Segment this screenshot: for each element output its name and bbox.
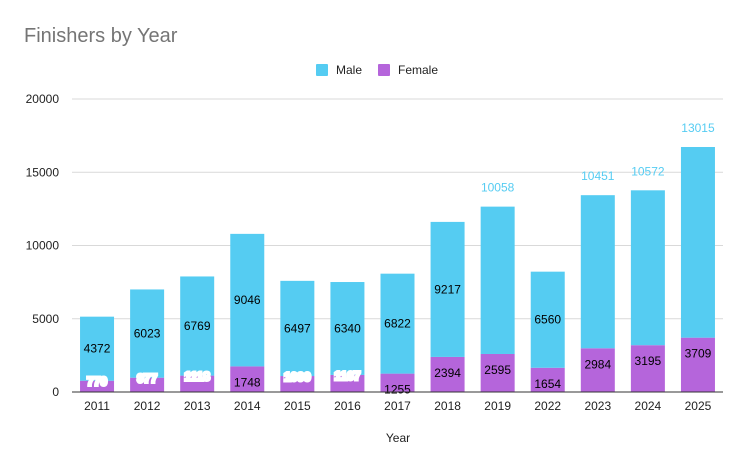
bar-female-2014 bbox=[230, 366, 265, 392]
bar-female-2015 bbox=[280, 376, 315, 392]
data-label-female-2018: 2394 bbox=[434, 366, 461, 380]
x-tick-label: 2011 bbox=[84, 399, 110, 413]
data-label-female-2019: 2595 bbox=[484, 363, 511, 377]
legend-swatch-female bbox=[378, 64, 390, 76]
x-tick-label: 2022 bbox=[534, 399, 561, 413]
data-label-male-2015: 6497 bbox=[284, 321, 311, 335]
bar-male-2017 bbox=[380, 273, 415, 374]
x-tick-label: 2014 bbox=[234, 399, 261, 413]
data-label-female-2014: 1748 bbox=[234, 375, 261, 389]
x-axis-title: Year bbox=[386, 431, 410, 445]
data-label-female-2022: 1654 bbox=[534, 377, 561, 391]
data-label-female-2012: 977 bbox=[137, 372, 157, 386]
bar-female-2017 bbox=[380, 373, 415, 392]
x-tick-label: 2019 bbox=[484, 399, 511, 413]
data-label-male-2016: 6340 bbox=[334, 321, 361, 335]
x-tick-label: 2016 bbox=[334, 399, 361, 413]
bar-female-2018 bbox=[430, 356, 465, 392]
x-tick-label: 2013 bbox=[184, 399, 211, 413]
legend: Male Female bbox=[316, 63, 438, 77]
legend-label-male: Male bbox=[336, 63, 362, 77]
x-tick-label: 2018 bbox=[434, 399, 461, 413]
chart-title: Finishers by Year bbox=[24, 25, 178, 47]
bar-female-2016 bbox=[330, 374, 365, 392]
data-label-male-2017: 6822 bbox=[384, 317, 411, 331]
bar-female-2022 bbox=[530, 367, 565, 392]
bar-female-2012 bbox=[130, 377, 165, 392]
data-label-female-2023: 2984 bbox=[584, 357, 611, 371]
legend-swatch-male bbox=[316, 64, 328, 76]
bar-male-2014 bbox=[230, 233, 265, 367]
x-tick-label: 2012 bbox=[134, 399, 161, 413]
data-label-male-2013: 6769 bbox=[184, 319, 211, 333]
bar-female-2024 bbox=[630, 345, 665, 392]
data-label-male-2019: 10058 bbox=[481, 181, 515, 195]
bar-female-2023 bbox=[580, 348, 615, 392]
data-label-female-2024: 3195 bbox=[635, 354, 662, 368]
bar-male-2022 bbox=[530, 271, 565, 368]
y-axis-ticks: 0 5000 10000 15000 20000 bbox=[26, 92, 60, 399]
data-label-female-2013: 1118 bbox=[185, 370, 211, 384]
x-tick-label: 2025 bbox=[685, 399, 712, 413]
data-label-female-2016: 1167 bbox=[334, 369, 360, 383]
legend-label-female: Female bbox=[398, 63, 438, 77]
data-label-female-2011: 770 bbox=[87, 375, 107, 389]
data-label-male-2025: 13015 bbox=[681, 121, 715, 135]
bar-male-2011 bbox=[80, 316, 115, 381]
data-label-male-2012: 6023 bbox=[134, 327, 161, 341]
bar-female-2013 bbox=[180, 375, 215, 392]
x-axis-ticks: 2011 2012 2013 2014 2015 2016 2017 2018 2019 2022… bbox=[84, 399, 711, 413]
bar-male-2019 bbox=[480, 206, 515, 354]
x-tick-label: 2024 bbox=[635, 399, 662, 413]
bar-male-2012 bbox=[130, 289, 165, 378]
bar-male-2016 bbox=[330, 282, 365, 375]
y-tick-label: 5000 bbox=[32, 312, 59, 326]
bar-male-2018 bbox=[430, 221, 465, 357]
bar-male-2013 bbox=[180, 276, 215, 376]
data-label-female-2017: 1255 bbox=[384, 383, 411, 397]
data-label-male-2018: 9217 bbox=[434, 282, 461, 296]
x-tick-label: 2023 bbox=[584, 399, 611, 413]
bar-male-2025 bbox=[680, 146, 715, 338]
bar-female-2019 bbox=[480, 353, 515, 392]
bar-female-2025 bbox=[680, 337, 715, 392]
data-label-male-2024: 10572 bbox=[631, 164, 665, 178]
data-label-female-2015: 1090 bbox=[284, 370, 311, 384]
data-label-male-2014: 9046 bbox=[234, 293, 261, 307]
data-label-male-2011: 4372 bbox=[84, 342, 111, 356]
bar-female-2011 bbox=[80, 380, 115, 392]
data-label-male-2022: 6560 bbox=[534, 313, 561, 327]
bar-male-2023 bbox=[580, 195, 615, 349]
x-tick-label: 2017 bbox=[384, 399, 411, 413]
y-tick-label: 0 bbox=[52, 385, 59, 399]
y-tick-label: 20000 bbox=[26, 92, 60, 106]
data-label-female-2025: 3709 bbox=[685, 347, 712, 361]
x-tick-label: 2015 bbox=[284, 399, 311, 413]
bars: 770 4372 977 6023 1118 6769 1748 9046 1090 6497 11… bbox=[80, 121, 715, 397]
bar-male-2024 bbox=[630, 190, 665, 346]
data-label-male-2023: 10451 bbox=[581, 169, 615, 183]
y-tick-label: 10000 bbox=[26, 239, 60, 253]
y-tick-label: 15000 bbox=[26, 165, 60, 179]
bar-male-2015 bbox=[280, 280, 315, 377]
